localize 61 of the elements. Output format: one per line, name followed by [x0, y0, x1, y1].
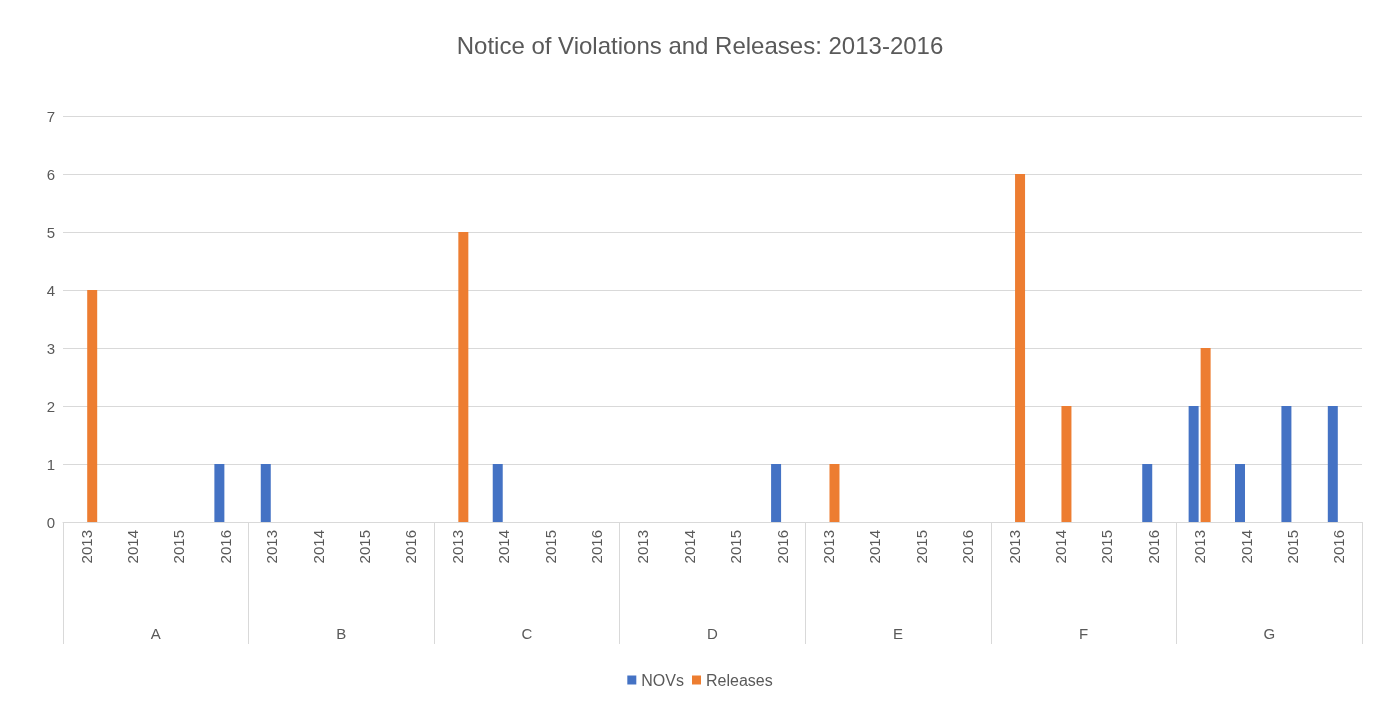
bar: [1015, 174, 1026, 522]
y-tick-label: 0: [46, 513, 55, 531]
y-tick-label: 5: [46, 223, 55, 241]
x-tick-label: 2015: [356, 530, 374, 564]
x-tick-label: 2014: [680, 530, 698, 564]
y-tick-label: 7: [46, 107, 55, 125]
y-tick-label: 4: [46, 281, 55, 299]
x-tick-label: 2014: [1051, 530, 1069, 564]
bar: [1061, 406, 1072, 522]
x-tick-label: 2015: [541, 530, 559, 564]
x-tick-label: 2013: [1005, 530, 1023, 564]
x-tick-label: 2014: [495, 530, 513, 564]
x-tick-label: 2013: [1191, 530, 1209, 564]
bar: [829, 464, 840, 522]
y-tick-label: 3: [46, 339, 55, 357]
bar: [1188, 406, 1199, 522]
x-tick-label: 2015: [1098, 530, 1116, 564]
bar: [260, 464, 271, 522]
x-tick-label: 2016: [959, 530, 977, 564]
x-tick-label: 2016: [1330, 530, 1348, 564]
x-tick-label: 2013: [263, 530, 281, 564]
text: A: [150, 625, 161, 642]
x-tick-label: 2016: [402, 530, 420, 564]
x-tick-label: 2013: [819, 530, 837, 564]
y-tick-label: 1: [46, 455, 55, 473]
bar: [771, 464, 782, 522]
legend-label: Releases: [705, 671, 773, 689]
x-tick-label: 2016: [588, 530, 606, 564]
bar: [458, 232, 469, 522]
x-tick-label: 2015: [1283, 530, 1301, 564]
x-tick-label: 2013: [634, 530, 652, 564]
bar: [492, 464, 503, 522]
x-tick-label: 2016: [1144, 530, 1162, 564]
x-tick-label: 2016: [773, 530, 791, 564]
chart-title: Notice of Violations and Releases: 2013-2016: [456, 31, 944, 59]
x-tick-label: 2015: [912, 530, 930, 564]
text: G: [1263, 625, 1276, 642]
x-tick-label: 2014: [309, 530, 327, 564]
bar: [214, 464, 225, 522]
bar: [1327, 406, 1338, 522]
x-tick-label: 2016: [216, 530, 234, 564]
text: E: [893, 625, 904, 642]
bar: [1235, 464, 1246, 522]
x-tick-label: 2015: [727, 530, 745, 564]
y-tick-label: 2: [46, 397, 55, 415]
text: B: [336, 625, 347, 642]
text: C: [521, 625, 533, 642]
x-tick-label: 2014: [124, 530, 142, 564]
text: D: [707, 625, 719, 642]
x-tick-label: 2013: [448, 530, 466, 564]
bar: [1200, 348, 1211, 522]
y-tick-label: 6: [46, 165, 55, 183]
bar: [87, 290, 98, 522]
legend-label: NOVs: [641, 671, 684, 689]
x-tick-label: 2014: [866, 530, 884, 564]
text: F: [1079, 625, 1089, 642]
x-tick-label: 2014: [1237, 530, 1255, 564]
bar: [1281, 406, 1292, 522]
bar: [1142, 464, 1153, 522]
x-tick-label: 2015: [170, 530, 188, 564]
x-tick-label: 2013: [77, 530, 95, 564]
